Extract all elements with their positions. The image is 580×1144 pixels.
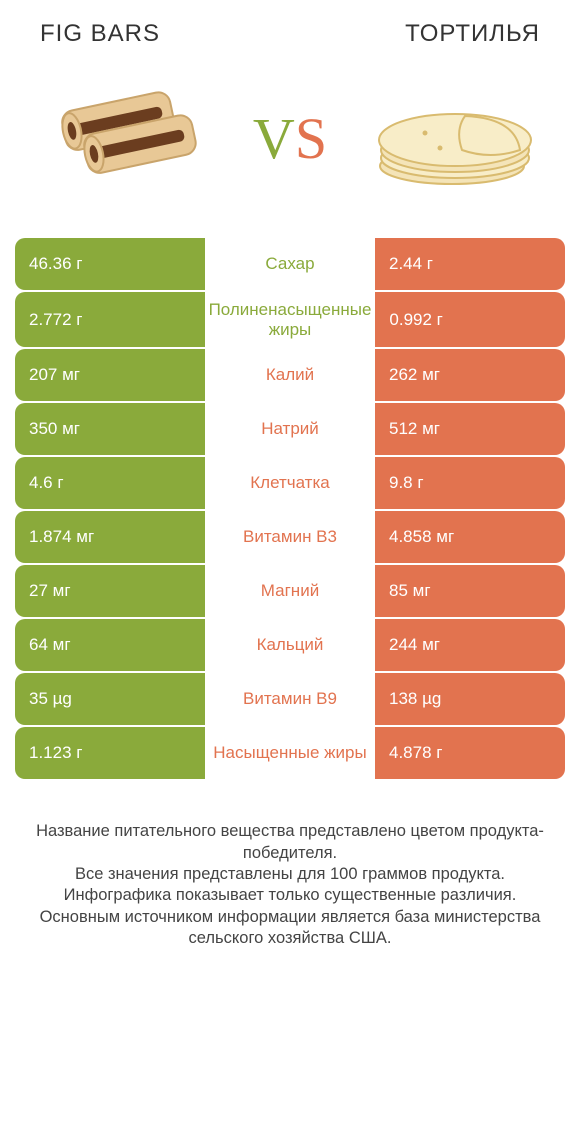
footer-line: Все значения представлены для 100 граммо…	[27, 864, 553, 885]
table-row: 2.772 гПолиненасыщенные жиры0.992 г	[15, 292, 565, 349]
footer: Название питательного вещества представл…	[15, 821, 565, 950]
footer-line: Название питательного вещества представл…	[27, 821, 553, 864]
right-value: 0.992 г	[375, 292, 565, 347]
table-row: 207 мгКалий262 мг	[15, 349, 565, 403]
nutrient-name: Кальций	[205, 619, 375, 671]
left-value: 46.36 г	[15, 238, 205, 290]
right-value: 4.878 г	[375, 727, 565, 779]
nutrient-name: Насыщенные жиры	[205, 727, 375, 779]
fig-bars-icon	[40, 68, 210, 208]
table-row: 27 мгМагний85 мг	[15, 565, 565, 619]
tortilla-icon	[370, 68, 540, 208]
vs-v: V	[253, 106, 295, 171]
right-title: ТОРТИЛЬЯ	[405, 20, 540, 48]
right-value: 2.44 г	[375, 238, 565, 290]
images-row: VS	[15, 48, 565, 238]
right-value: 244 мг	[375, 619, 565, 671]
nutrient-name: Сахар	[205, 238, 375, 290]
right-value: 512 мг	[375, 403, 565, 455]
footer-line: Основным источником информации является …	[27, 907, 553, 950]
table-row: 64 мгКальций244 мг	[15, 619, 565, 673]
header: FIG BARS ТОРТИЛЬЯ	[15, 20, 565, 48]
left-value: 27 мг	[15, 565, 205, 617]
left-value: 35 µg	[15, 673, 205, 725]
nutrient-name: Калий	[205, 349, 375, 401]
left-value: 350 мг	[15, 403, 205, 455]
table-row: 1.123 гНасыщенные жиры4.878 г	[15, 727, 565, 781]
left-value: 64 мг	[15, 619, 205, 671]
vs-s: S	[295, 106, 327, 171]
nutrient-name: Клетчатка	[205, 457, 375, 509]
table-row: 350 мгНатрий512 мг	[15, 403, 565, 457]
left-value: 1.123 г	[15, 727, 205, 779]
table-row: 4.6 гКлетчатка9.8 г	[15, 457, 565, 511]
left-value: 1.874 мг	[15, 511, 205, 563]
table-row: 35 µgВитамин B9138 µg	[15, 673, 565, 727]
nutrient-name: Витамин B9	[205, 673, 375, 725]
vs-label: VS	[253, 105, 327, 172]
left-value: 207 мг	[15, 349, 205, 401]
nutrient-name: Витамин B3	[205, 511, 375, 563]
table-row: 1.874 мгВитамин B34.858 мг	[15, 511, 565, 565]
right-value: 138 µg	[375, 673, 565, 725]
nutrient-name: Полиненасыщенные жиры	[205, 292, 376, 347]
infographic-container: FIG BARS ТОРТИЛЬЯ VS	[0, 0, 580, 970]
footer-line: Инфографика показывает только существенн…	[27, 885, 553, 906]
nutrient-name: Магний	[205, 565, 375, 617]
comparison-table: 46.36 гСахар2.44 г2.772 гПолиненасыщенны…	[15, 238, 565, 781]
table-row: 46.36 гСахар2.44 г	[15, 238, 565, 292]
left-value: 4.6 г	[15, 457, 205, 509]
right-value: 4.858 мг	[375, 511, 565, 563]
right-value: 262 мг	[375, 349, 565, 401]
left-value: 2.772 г	[15, 292, 205, 347]
right-value: 85 мг	[375, 565, 565, 617]
left-title: FIG BARS	[40, 20, 160, 48]
right-value: 9.8 г	[375, 457, 565, 509]
nutrient-name: Натрий	[205, 403, 375, 455]
